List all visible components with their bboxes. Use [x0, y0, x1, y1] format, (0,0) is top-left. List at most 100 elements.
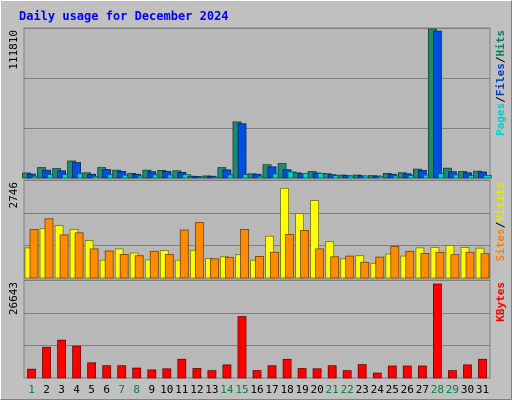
x-tick-label: 22 [341, 383, 354, 396]
x-tick-label: 23 [356, 383, 369, 396]
bar-kbytes-day-3 [57, 339, 66, 379]
bar-kbytes-day-26 [402, 365, 412, 379]
bar-files-day-31 [478, 171, 487, 179]
plot-area [23, 279, 491, 379]
x-tick-label: 29 [446, 383, 459, 396]
bar-sites-day-25 [390, 246, 400, 279]
bar-kbytes-day-31 [478, 358, 487, 379]
bar-kbytes-day-10 [162, 368, 172, 379]
bar-kbytes-day-1 [27, 368, 36, 379]
bar-kbytes-day-5 [87, 362, 96, 379]
bar-pages-day-31 [483, 175, 492, 179]
x-tick-label: 7 [118, 383, 125, 396]
bar-files-day-15 [237, 123, 247, 179]
bar-kbytes-day-22 [342, 370, 352, 379]
x-tick-label: 11 [175, 383, 188, 396]
x-tick-label: 9 [148, 383, 155, 396]
bar-sites-day-5 [89, 248, 99, 279]
bar-kbytes-day-23 [357, 364, 367, 379]
bar-sites-day-24 [375, 256, 385, 279]
bar-sites-day-6 [104, 250, 114, 279]
bar-sites-day-9 [149, 250, 159, 279]
x-tick-label: 1 [28, 383, 35, 396]
bar-kbytes-day-2 [42, 346, 51, 379]
bar-sites-day-21 [330, 256, 340, 279]
bar-sites-day-26 [405, 250, 415, 279]
bar-sites-day-4 [74, 232, 84, 279]
x-tick-label: 13 [205, 383, 218, 396]
bar-sites-day-8 [134, 255, 144, 279]
bar-sites-day-28 [435, 251, 445, 279]
x-tick-label: 31 [476, 383, 489, 396]
bar-kbytes-day-30 [463, 364, 472, 379]
chart-panels: 111810Pages/Files/Hits2746Sites/Visits26… [7, 27, 507, 379]
bar-sites-day-29 [450, 254, 460, 279]
bar-sites-day-19 [300, 229, 310, 279]
bar-sites-day-20 [315, 248, 325, 279]
bar-kbytes-day-17 [267, 365, 277, 379]
bar-kbytes-day-27 [417, 365, 427, 379]
legend-pages: Pages [494, 103, 507, 136]
bar-files-day-2 [42, 169, 51, 179]
bar-kbytes-day-15 [237, 316, 247, 379]
x-tick-label: 3 [58, 383, 65, 396]
bar-sites-day-31 [480, 253, 490, 279]
x-tick-label: 12 [190, 383, 203, 396]
bar-files-day-4 [72, 162, 81, 179]
bar-kbytes-day-28 [432, 283, 442, 379]
bar-sites-day-1 [29, 228, 39, 279]
chart-title: Daily usage for December 2024 [19, 9, 229, 23]
bar-sites-day-18 [285, 234, 295, 279]
x-tick-label: 5 [88, 383, 95, 396]
y-max-label: 111810 [7, 30, 20, 70]
bar-sites-day-10 [164, 253, 174, 279]
bar-kbytes-day-24 [372, 372, 382, 379]
bar-files-day-27 [417, 169, 427, 179]
bar-kbytes-day-21 [327, 365, 337, 379]
bar-sites-day-2 [44, 218, 54, 279]
bar-files-day-28 [432, 30, 442, 179]
plot-area [23, 27, 491, 179]
x-tick-label: 15 [235, 383, 248, 396]
bar-sites-day-22 [345, 255, 355, 279]
kbytes-panel: 26643 KBytes [7, 279, 507, 379]
legend-sites: Sites [494, 228, 507, 261]
bar-sites-day-14 [224, 257, 234, 279]
legend-separator: / [494, 221, 507, 228]
bar-kbytes-day-25 [387, 365, 397, 379]
x-tick-label: 8 [133, 383, 140, 396]
legend: KBytes [494, 282, 507, 322]
bar-kbytes-day-19 [297, 368, 307, 379]
bar-kbytes-day-29 [447, 370, 457, 379]
x-tick-label: 24 [371, 383, 385, 396]
bar-sites-day-27 [420, 252, 430, 279]
x-tick-label: 26 [401, 383, 414, 396]
y-max-label: 26643 [7, 282, 20, 315]
bar-files-day-17 [267, 166, 277, 179]
legend-separator: / [494, 56, 507, 63]
bar-kbytes-day-18 [282, 358, 292, 379]
x-tick-label: 14 [220, 383, 234, 396]
bar-sites-day-23 [360, 261, 370, 279]
x-tick-label: 6 [103, 383, 110, 396]
bar-sites-day-12 [194, 222, 204, 279]
bar-kbytes-day-13 [207, 370, 217, 379]
bar-sites-day-16 [255, 255, 264, 279]
x-tick-label: 4 [73, 383, 80, 396]
x-tick-label: 28 [431, 383, 444, 396]
x-tick-label: 18 [280, 383, 293, 396]
bar-kbytes-day-7 [117, 365, 127, 379]
bar-kbytes-day-8 [132, 367, 142, 379]
bar-kbytes-day-20 [312, 368, 322, 379]
legend: Pages/Files/Hits [494, 30, 507, 136]
bar-kbytes-day-11 [177, 358, 187, 379]
bar-sites-day-7 [119, 253, 129, 279]
bar-sites-day-3 [59, 234, 69, 279]
legend: Sites/Visits [494, 182, 507, 262]
x-tick-label: 30 [461, 383, 474, 396]
bar-kbytes-day-16 [252, 370, 262, 379]
bar-files-day-14 [222, 169, 232, 179]
x-tick-label: 20 [310, 383, 323, 396]
legend-kbytes: KBytes [494, 282, 507, 322]
